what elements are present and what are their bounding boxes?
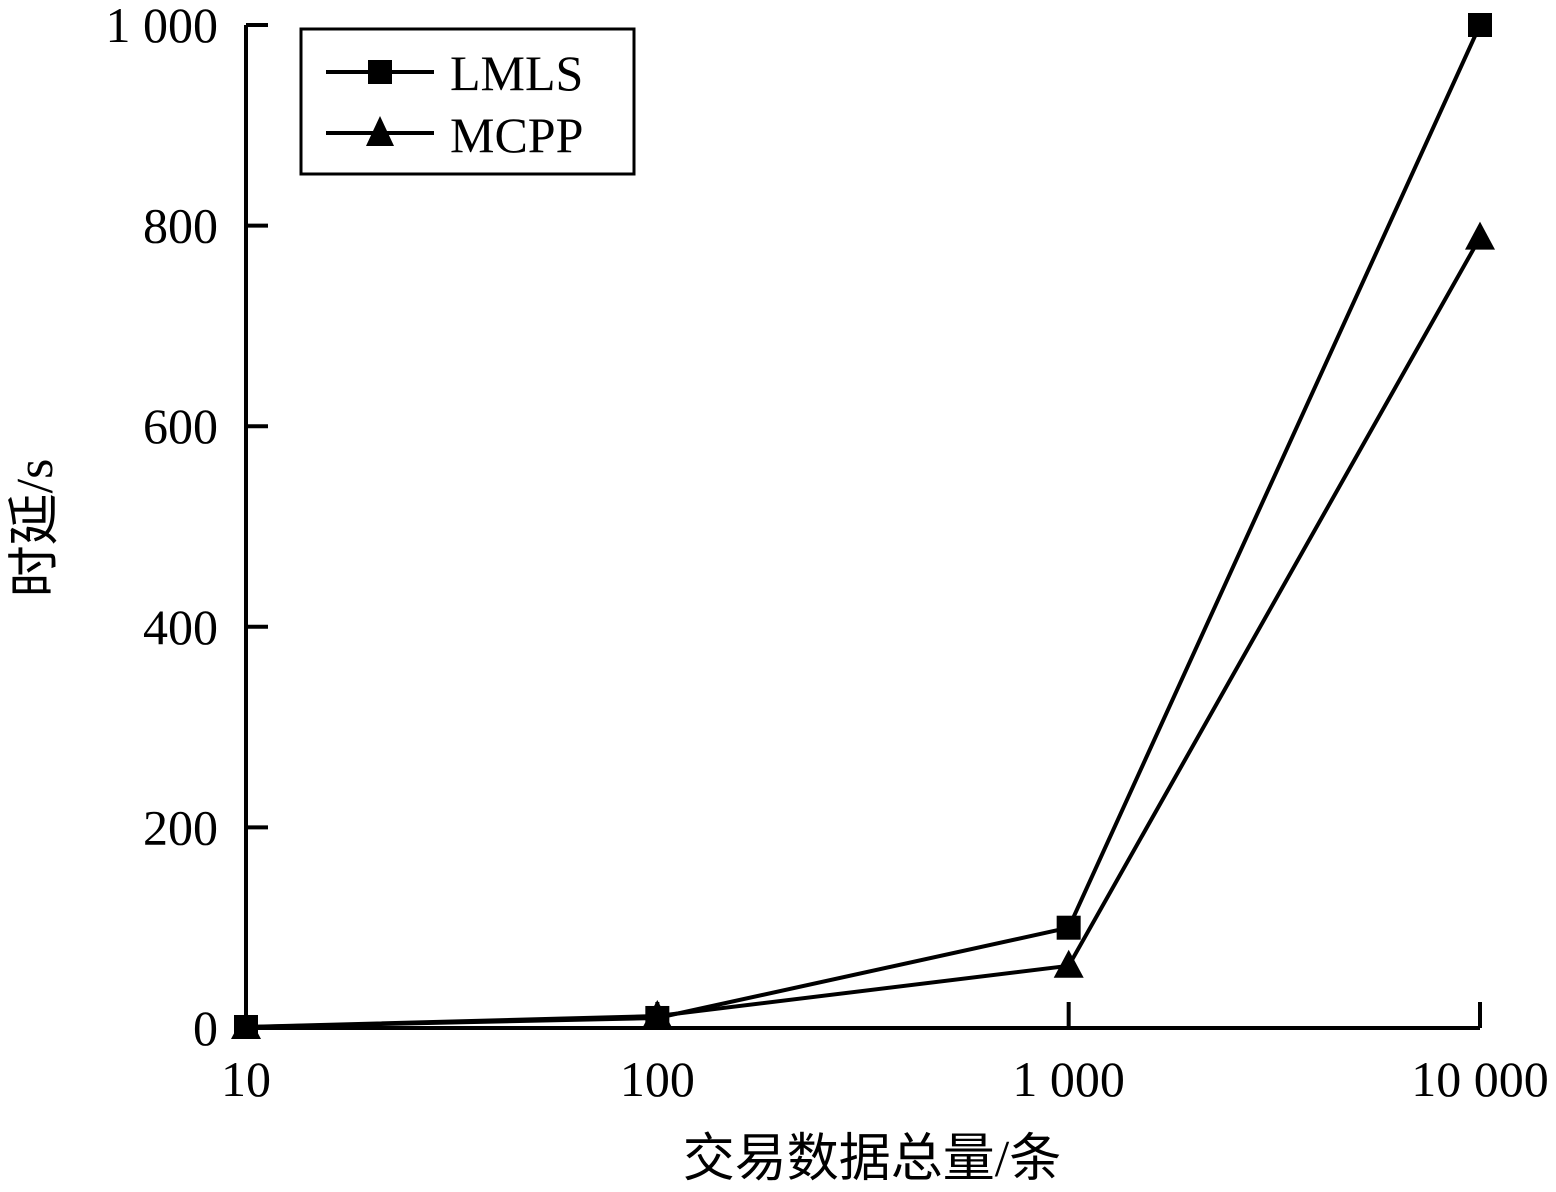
axes: [244, 25, 1480, 1030]
y-axis-title: 时延/s: [7, 459, 64, 598]
y-tick-label: 0: [193, 1000, 218, 1056]
x-tick-label: 100: [620, 1051, 695, 1107]
data-point-lmls: [1056, 915, 1081, 940]
data-point-mcpp: [1465, 221, 1495, 250]
y-tick-label: 1 000: [106, 0, 219, 53]
x-tick-label: 1 000: [1012, 1051, 1125, 1107]
legend-box: [299, 27, 636, 176]
legend-item-mcpp: MCPP: [326, 107, 583, 163]
legend-square-marker-icon: [368, 60, 392, 84]
series-lines: [245, 24, 1482, 1029]
y-tick-label: 200: [143, 799, 218, 855]
y-tick-label: 400: [143, 599, 218, 655]
data-point-mcpp: [642, 1000, 673, 1028]
x-tick-label: 10 000: [1411, 1051, 1549, 1107]
legend: LMLS MCPP: [299, 27, 636, 176]
x-axis-title: 交易数据总量/条: [683, 1131, 1061, 1188]
series-markers: [231, 13, 1495, 1039]
legend-item-lmls: LMLS: [326, 45, 583, 101]
legend-triangle-marker-icon: [366, 116, 394, 146]
data-point-mcpp: [1053, 949, 1084, 978]
data-point-mcpp: [231, 1011, 261, 1039]
data-point-lmls: [1468, 13, 1492, 37]
y-axis-ticks: 0 200 400 600 800 1 000: [106, 0, 268, 1056]
x-tick-label: 10: [221, 1051, 271, 1107]
series-line-mcpp: [245, 236, 1482, 1029]
y-tick-label: 800: [143, 198, 218, 254]
y-tick-label: 600: [143, 398, 218, 454]
x-axis-ticks: 10 100 1 000 10 000: [221, 1002, 1549, 1107]
legend-label-lmls: LMLS: [450, 45, 583, 101]
legend-label-mcpp: MCPP: [450, 107, 583, 163]
